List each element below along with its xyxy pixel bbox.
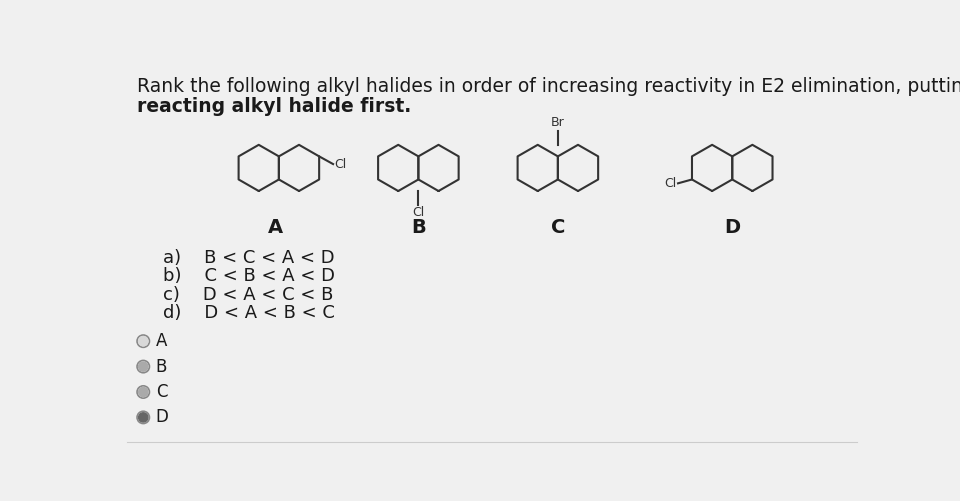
Text: Cl: Cl xyxy=(664,177,677,190)
Circle shape xyxy=(138,337,148,346)
Text: A: A xyxy=(156,332,167,350)
Text: D: D xyxy=(156,408,169,426)
Circle shape xyxy=(138,362,148,371)
Text: c)    D < A < C < B: c) D < A < C < B xyxy=(162,286,333,304)
Text: b)    C < B < A < D: b) C < B < A < D xyxy=(162,267,335,285)
Text: a)    B < C < A < D: a) B < C < A < D xyxy=(162,249,334,267)
Text: B: B xyxy=(411,218,425,237)
Text: C: C xyxy=(551,218,565,237)
Circle shape xyxy=(138,413,148,422)
Text: Cl: Cl xyxy=(412,206,424,219)
Text: B: B xyxy=(156,358,167,376)
Text: reacting alkyl halide first.: reacting alkyl halide first. xyxy=(137,97,411,116)
Text: d)    D < A < B < C: d) D < A < B < C xyxy=(162,304,334,322)
Text: C: C xyxy=(156,383,167,401)
Circle shape xyxy=(138,387,148,397)
Text: D: D xyxy=(724,218,740,237)
Text: A: A xyxy=(268,218,282,237)
Text: Cl: Cl xyxy=(334,158,347,170)
Text: Rank the following alkyl halides in order of increasing reactivity in E2 elimina: Rank the following alkyl halides in orde… xyxy=(137,77,960,96)
Text: Br: Br xyxy=(551,116,564,129)
